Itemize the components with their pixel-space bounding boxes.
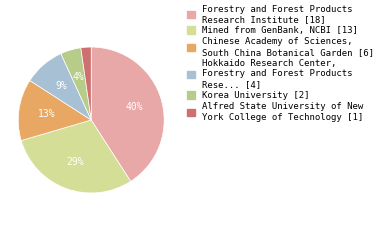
Text: 29%: 29% [66, 157, 84, 167]
Text: 13%: 13% [38, 108, 55, 119]
Wedge shape [21, 120, 131, 193]
Legend: Forestry and Forest Products
Research Institute [18], Mined from GenBank, NCBI [: Forestry and Forest Products Research In… [187, 5, 374, 122]
Text: 9%: 9% [56, 81, 68, 91]
Wedge shape [91, 47, 164, 181]
Wedge shape [30, 54, 91, 120]
Wedge shape [81, 47, 91, 120]
Wedge shape [18, 81, 91, 141]
Wedge shape [61, 48, 91, 120]
Text: 4%: 4% [73, 72, 84, 82]
Text: 40%: 40% [126, 102, 143, 112]
